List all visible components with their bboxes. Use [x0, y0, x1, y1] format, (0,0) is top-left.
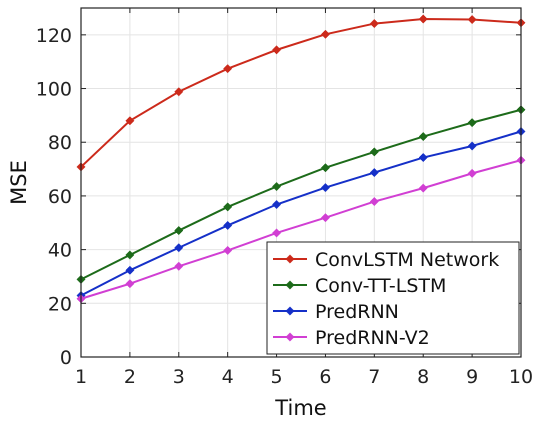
legend-item: ConvLSTM Network — [273, 249, 499, 271]
x-tick-label: 3 — [173, 366, 185, 388]
x-tick-label: 10 — [509, 366, 533, 388]
legend-label: ConvLSTM Network — [315, 249, 499, 271]
x-tick-label: 1 — [75, 366, 87, 388]
x-tick-label: 7 — [368, 366, 380, 388]
data-point — [272, 45, 282, 55]
y-tick-label: 20 — [48, 293, 72, 315]
data-point — [369, 168, 379, 178]
x-tick-label: 9 — [466, 366, 478, 388]
series-line — [80, 18, 522, 168]
data-point — [223, 245, 233, 255]
x-axis-title: Time — [274, 396, 326, 420]
series-0 — [76, 14, 526, 172]
data-point — [125, 279, 135, 289]
data-point — [272, 181, 282, 192]
x-tick-label: 5 — [271, 366, 283, 388]
data-point — [125, 265, 135, 275]
data-point — [418, 132, 428, 142]
legend-box — [266, 241, 520, 355]
data-point — [467, 118, 477, 128]
y-tick-label: 40 — [48, 240, 72, 262]
data-point — [272, 228, 282, 238]
legend-swatch-marker — [285, 254, 295, 264]
series-3 — [76, 155, 526, 304]
y-tick-label: 60 — [48, 186, 72, 208]
data-point — [272, 199, 282, 210]
legend-label: Conv-TT-LSTM — [315, 275, 446, 297]
data-point — [174, 261, 184, 271]
series-layer — [76, 14, 526, 304]
x-tick-label: 2 — [124, 366, 136, 388]
data-point — [369, 19, 379, 29]
series-line — [80, 159, 522, 300]
y-axis-title: MSE — [7, 160, 31, 205]
y-tick-label: 120 — [36, 25, 72, 47]
series-2 — [76, 126, 526, 301]
legend-label: PredRNN — [315, 301, 399, 323]
data-point — [223, 220, 233, 231]
data-point — [125, 250, 135, 260]
data-point — [320, 183, 330, 193]
plot-frame — [80, 7, 522, 358]
data-point — [320, 213, 330, 223]
data-point — [369, 147, 379, 157]
data-point — [174, 226, 184, 236]
data-point — [467, 141, 477, 151]
y-tick-label: 100 — [36, 79, 72, 101]
x-tick-label: 4 — [222, 366, 234, 388]
y-tick-label: 0 — [60, 347, 72, 369]
data-point — [223, 64, 233, 74]
data-point — [125, 116, 135, 126]
data-point — [320, 163, 330, 173]
data-point — [467, 14, 477, 25]
data-point — [418, 183, 428, 193]
legend-item: PredRNN-V2 — [273, 327, 430, 349]
legend-swatch-marker — [285, 306, 295, 316]
data-point — [320, 29, 330, 39]
legend: ConvLSTM Network Conv-TT-LSTM PredRNN PredR… — [266, 241, 520, 355]
series-line — [80, 108, 522, 281]
legend-swatch-marker — [285, 332, 295, 342]
x-tick-label: 8 — [417, 366, 429, 388]
data-point — [418, 14, 428, 24]
legend-item: Conv-TT-LSTM — [273, 275, 446, 297]
x-tick-label: 6 — [319, 366, 331, 388]
legend-label: PredRNN-V2 — [315, 327, 430, 349]
legend-item: PredRNN — [273, 301, 399, 323]
data-point — [418, 152, 428, 163]
legend-swatch-marker — [285, 280, 295, 290]
data-point — [467, 168, 477, 178]
series-line — [80, 130, 522, 297]
data-point — [174, 87, 184, 97]
data-point — [223, 202, 233, 212]
data-point — [174, 243, 184, 253]
y-tick-label: 80 — [48, 132, 72, 154]
data-point — [369, 197, 379, 207]
